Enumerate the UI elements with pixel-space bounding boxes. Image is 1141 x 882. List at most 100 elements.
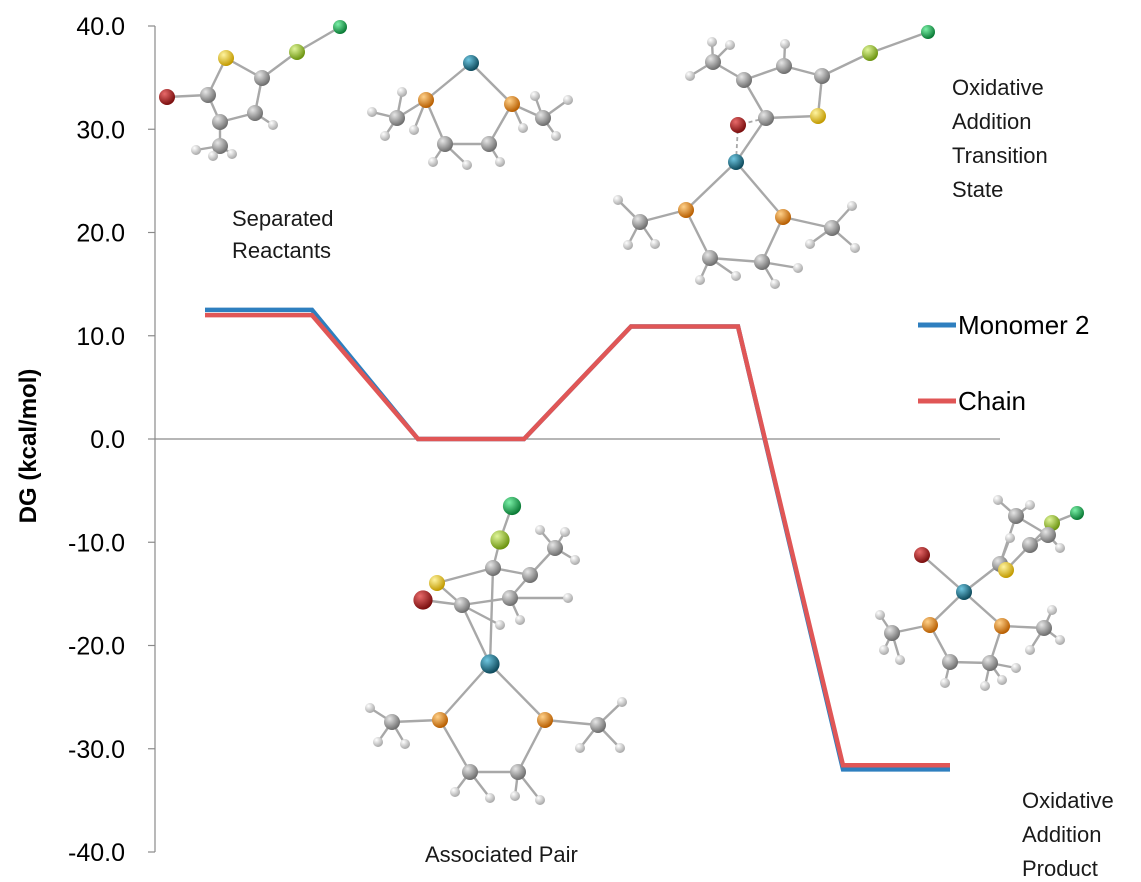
annotation-separated-reactants: Separated Reactants bbox=[232, 206, 340, 263]
bond bbox=[489, 663, 546, 721]
atom bbox=[1022, 537, 1038, 553]
atom bbox=[535, 795, 545, 805]
atom bbox=[373, 737, 383, 747]
atom bbox=[736, 72, 752, 88]
atom bbox=[428, 157, 438, 167]
atom bbox=[623, 240, 633, 250]
atom bbox=[702, 250, 718, 266]
atom bbox=[884, 625, 900, 641]
atom bbox=[940, 678, 950, 688]
atom bbox=[485, 560, 501, 576]
atom bbox=[495, 157, 505, 167]
atom bbox=[409, 125, 419, 135]
atom bbox=[490, 530, 510, 550]
molecule-thiophene-reactant bbox=[159, 20, 347, 161]
y-axis-ticks: 40.0 30.0 20.0 10.0 0.0 -10.0 -20.0 -30.0 -40.0 bbox=[68, 13, 155, 867]
atom bbox=[480, 654, 500, 674]
bond bbox=[760, 216, 785, 263]
annotation-transition-state: Oxidative Addition Transition State bbox=[952, 75, 1054, 202]
atom bbox=[547, 540, 563, 556]
atom bbox=[1008, 508, 1024, 524]
bond bbox=[470, 62, 513, 105]
atom bbox=[367, 107, 377, 117]
atom bbox=[997, 675, 1007, 685]
y-tick-label: 10.0 bbox=[76, 323, 125, 351]
atom bbox=[380, 131, 390, 141]
atom bbox=[530, 91, 540, 101]
atom bbox=[810, 108, 826, 124]
bond bbox=[963, 591, 1003, 627]
atom bbox=[770, 279, 780, 289]
atom bbox=[730, 117, 746, 133]
atom bbox=[590, 717, 606, 733]
atom bbox=[980, 681, 990, 691]
atom bbox=[218, 50, 234, 66]
bond bbox=[765, 114, 819, 120]
atom bbox=[212, 138, 228, 154]
atom bbox=[1047, 605, 1057, 615]
atom bbox=[510, 791, 520, 801]
atom bbox=[518, 123, 528, 133]
atom bbox=[754, 254, 770, 270]
atom bbox=[695, 275, 705, 285]
atom bbox=[481, 136, 497, 152]
atom bbox=[563, 95, 573, 105]
y-tick-label: -30.0 bbox=[68, 736, 125, 764]
atom bbox=[994, 618, 1010, 634]
bond bbox=[461, 596, 511, 607]
bond bbox=[869, 30, 929, 55]
series-line-monomer-2 bbox=[205, 307, 950, 772]
series-line-chain bbox=[205, 312, 950, 768]
atom bbox=[389, 110, 405, 126]
atom bbox=[397, 87, 407, 97]
atom bbox=[1011, 663, 1021, 673]
atom bbox=[522, 567, 538, 583]
bond bbox=[296, 25, 341, 54]
atom bbox=[1055, 543, 1065, 553]
atom bbox=[780, 39, 790, 49]
atom bbox=[208, 151, 218, 161]
atom bbox=[365, 703, 375, 713]
atom bbox=[1025, 500, 1035, 510]
bond bbox=[391, 718, 441, 724]
atom bbox=[824, 220, 840, 236]
atom bbox=[537, 712, 553, 728]
y-tick-label: 40.0 bbox=[76, 13, 125, 41]
atom bbox=[613, 195, 623, 205]
y-tick-label: -40.0 bbox=[68, 839, 125, 867]
atom bbox=[731, 271, 741, 281]
y-tick-label: 30.0 bbox=[76, 116, 125, 144]
bond bbox=[782, 215, 833, 230]
bond bbox=[516, 719, 547, 773]
atom bbox=[942, 654, 958, 670]
y-tick-label: -10.0 bbox=[68, 529, 125, 557]
atom bbox=[535, 525, 545, 535]
atom bbox=[922, 617, 938, 633]
atom bbox=[535, 110, 551, 126]
atom bbox=[775, 209, 791, 225]
atom bbox=[502, 590, 518, 606]
y-axis-label: DG (kcal/mol) bbox=[15, 369, 42, 524]
molecule-associated-pair bbox=[365, 496, 627, 805]
atom bbox=[805, 239, 815, 249]
atom bbox=[632, 214, 648, 230]
atom bbox=[650, 239, 660, 249]
bond bbox=[821, 51, 871, 78]
atom bbox=[1005, 533, 1015, 543]
atom bbox=[504, 96, 520, 112]
atom bbox=[159, 89, 175, 105]
bond bbox=[438, 719, 472, 773]
series-lines bbox=[205, 307, 950, 772]
atom bbox=[563, 593, 573, 603]
atom bbox=[707, 37, 717, 47]
bond bbox=[921, 554, 965, 593]
bond bbox=[425, 62, 472, 101]
atom bbox=[333, 20, 347, 34]
atom bbox=[575, 743, 585, 753]
y-tick-label: 20.0 bbox=[76, 220, 125, 248]
bond bbox=[436, 566, 494, 585]
y-tick-label: 0.0 bbox=[90, 426, 125, 454]
atom bbox=[879, 645, 889, 655]
atom bbox=[862, 45, 878, 61]
